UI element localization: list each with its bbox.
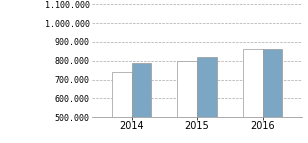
Bar (262, 49, 282, 143)
Bar (243, 49, 262, 143)
Bar (177, 61, 197, 143)
Bar (132, 63, 151, 143)
Bar (112, 72, 132, 143)
Bar (197, 57, 217, 143)
